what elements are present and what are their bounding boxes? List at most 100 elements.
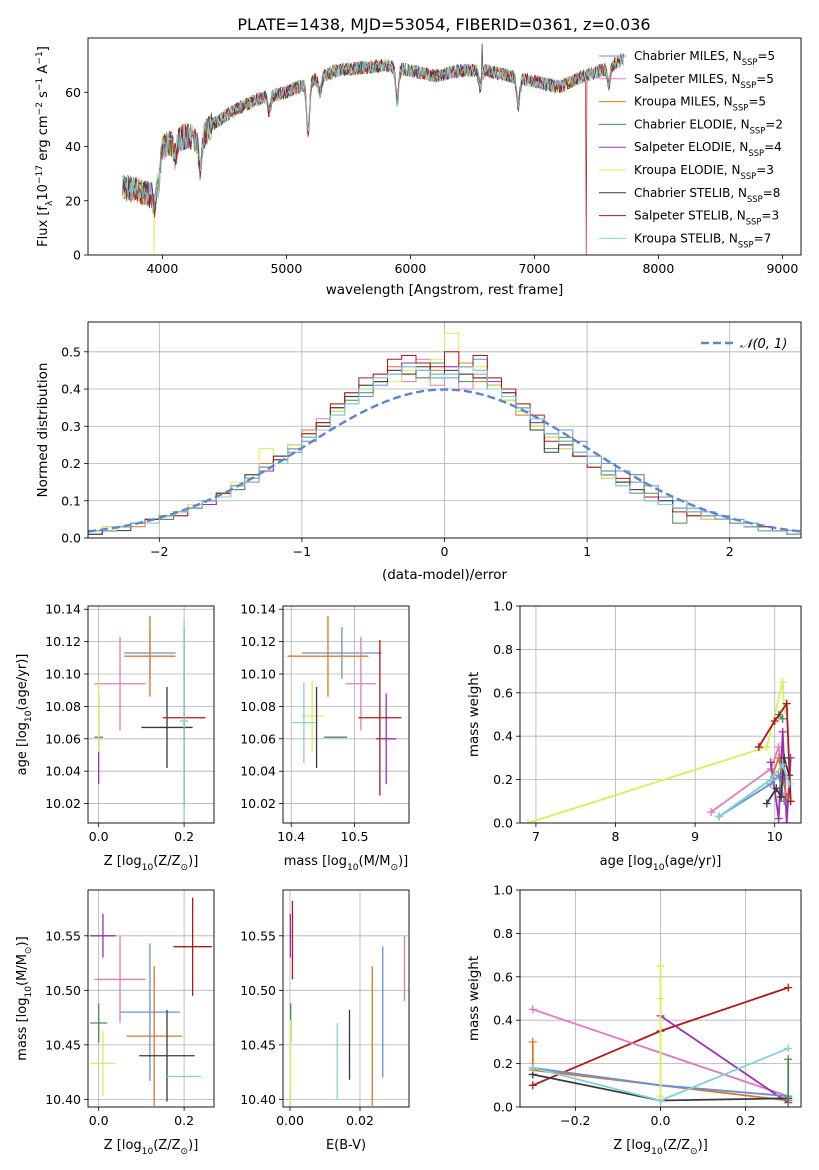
y-tick-label: 10.40 (45, 1092, 81, 1107)
x-tick-label: 0 (441, 544, 449, 559)
legend-label-KS: Kroupa STELIB, NSSP=7 (634, 231, 771, 249)
legend-label-CS: Chabrier STELIB, NSSP=8 (634, 186, 780, 204)
y-axis-label: mass weight (466, 672, 482, 757)
y-tick-label: 0.8 (493, 642, 513, 657)
figure-title: PLATE=1438, MJD=53054, FIBERID=0361, z=0… (237, 15, 650, 34)
age-weight-plot (523, 677, 795, 823)
x-tick-label: −1 (293, 544, 311, 559)
weight-marker-SS (786, 797, 795, 806)
x-tick-label: 0.02 (346, 1113, 374, 1128)
x-axis-label: Z [log10(Z/Z⊙)] (104, 854, 199, 873)
x-tick-label: −0.2 (560, 1113, 590, 1128)
weight-marker-SM (707, 808, 716, 817)
x-tick-label: 4000 (146, 261, 178, 276)
y-tick-label: 60 (65, 85, 81, 100)
y-tick-label: 10.02 (240, 796, 276, 811)
axes-frame (282, 605, 410, 824)
weight-marker-KS (528, 1063, 537, 1072)
y-axis-label: age [log10(age/yr)] (15, 654, 34, 776)
weight-marker-SM (528, 1005, 537, 1014)
y-tick-label: 10.50 (45, 983, 81, 998)
weight-marker-KS (784, 1044, 793, 1053)
x-tick-label: 0.2 (736, 1113, 756, 1128)
spectrum-panel: 4000 5000 6000 7000 8000 9000 0 20 40 60 Chabrier … (35, 37, 802, 298)
weight-marker-CS (772, 784, 781, 793)
x-tick-label: 0.2 (174, 829, 194, 844)
y-tick-label: 10.08 (240, 699, 276, 714)
weight-marker-SE (782, 819, 791, 823)
weight-marker-SE (778, 727, 787, 736)
residuals-panel: −2 −1 0 1 2 0.0 0.1 0.2 0.3 0.4 0.5 𝒩(0, 1) (data-mo… (35, 321, 802, 583)
x-tick-label: 1 (583, 544, 591, 559)
x-axis-label: age [log10(age/yr)] (600, 854, 722, 873)
legend-label-normal: 𝒩(0, 1) (740, 337, 787, 352)
y-tick-label: 10.04 (240, 764, 276, 779)
mass-age-panel: 10.4 10.5 10.02 10.04 10.06 10.08 10.10 10.12 10… (240, 602, 410, 873)
y-tick-label: 10.06 (240, 731, 276, 746)
y-tick-label: 10.14 (240, 602, 276, 617)
weight-marker-CS (777, 792, 786, 801)
legend-label-SE: Salpeter ELODIE, NSSP=4 (634, 140, 782, 158)
y-tick-label: 1.0 (493, 883, 513, 898)
y-tick-label: 10.40 (240, 1092, 276, 1107)
y-axis-label: Normed distribution (35, 363, 51, 498)
axes-frame (282, 889, 410, 1108)
y-tick-label: 0.0 (493, 816, 513, 831)
weight-marker-KE (656, 994, 665, 1003)
axes-frame (87, 889, 215, 1108)
weight-marker-KE (656, 961, 665, 970)
mass-age-plot (287, 615, 402, 796)
x-axis-label: Z [log10(Z/Z⊙)] (104, 1138, 199, 1157)
ebv-mass-plot (289, 900, 406, 1107)
y-tick-label: 0 (73, 248, 81, 263)
axes-frame (87, 37, 802, 256)
x-tick-label: 5000 (270, 261, 302, 276)
weight-line-KE (527, 681, 786, 823)
z-age-plot (94, 615, 206, 822)
weight-marker-CS (780, 753, 789, 762)
x-axis-label: (data-model)/error (382, 567, 508, 583)
y-tick-label: 10.10 (45, 667, 81, 682)
y-tick-label: 10.04 (45, 764, 81, 779)
x-tick-label: 2 (726, 544, 734, 559)
spectrum-series-SM (122, 54, 624, 212)
weight-marker-SS (770, 717, 779, 726)
x-tick-label: 8 (612, 829, 620, 844)
x-axis-label: mass [log10(M/M⊙)] (284, 854, 408, 873)
weight-marker-CE (784, 1096, 793, 1105)
weight-marker-CE (778, 714, 787, 723)
ebv-mass-panel: 0.00 0.02 10.40 10.45 10.50 10.55 E(B-V) (240, 889, 410, 1153)
z-age-panel: 0.0 0.2 10.02 10.04 10.06 10.08 10.10 10.12 10.1… (15, 602, 215, 873)
normal-curve (88, 388, 801, 533)
spectrum-series-CE (122, 53, 624, 210)
y-tick-label: 0.6 (493, 969, 513, 984)
y-tick-label: 0.6 (493, 685, 513, 700)
plot-layer: 4000 5000 6000 7000 8000 90000204060Chabrier … (15, 37, 802, 1157)
legend-label-SS: Salpeter STELIB, NSSP=3 (634, 209, 779, 227)
y-tick-label: 0.8 (493, 926, 513, 941)
y-axis-label: Flux [fλ10−17 erg cm−2 s−1 A−1] (35, 46, 55, 247)
x-tick-label: 0.2 (174, 1113, 194, 1128)
weight-line-KS (718, 762, 790, 818)
x-tick-label: 6000 (394, 261, 426, 276)
weight-marker-CE (784, 1055, 793, 1064)
y-tick-label: 0.4 (493, 1013, 513, 1028)
legend-label-KE: Kroupa ELODIE, NSSP=3 (634, 163, 774, 181)
weight-marker-KS (785, 779, 794, 788)
x-axis-label: Z [log10(Z/Z⊙)] (613, 1138, 708, 1157)
legend-label-SM: Salpeter MILES, NSSP=5 (634, 72, 774, 90)
weight-marker-KE (762, 743, 771, 752)
legend-label-CM: Chabrier MILES, NSSP=5 (634, 49, 775, 67)
weight-marker-SS (754, 743, 763, 752)
z-weight-panel: −0.2 0.0 0.2 0.0 0.2 0.4 0.6 0.8 1.0 Z [log10(Z/Z… (466, 883, 802, 1157)
x-tick-label: 10.5 (341, 829, 369, 844)
y-tick-label: 10.10 (240, 667, 276, 682)
weight-marker-KE (523, 819, 532, 823)
weight-line-KM (531, 1041, 789, 1102)
x-tick-label: 9000 (766, 261, 798, 276)
y-tick-label: 0.4 (493, 729, 513, 744)
axes-frame (519, 889, 802, 1108)
y-tick-label: 10.14 (45, 602, 81, 617)
spectrum-series-KS (122, 53, 624, 213)
